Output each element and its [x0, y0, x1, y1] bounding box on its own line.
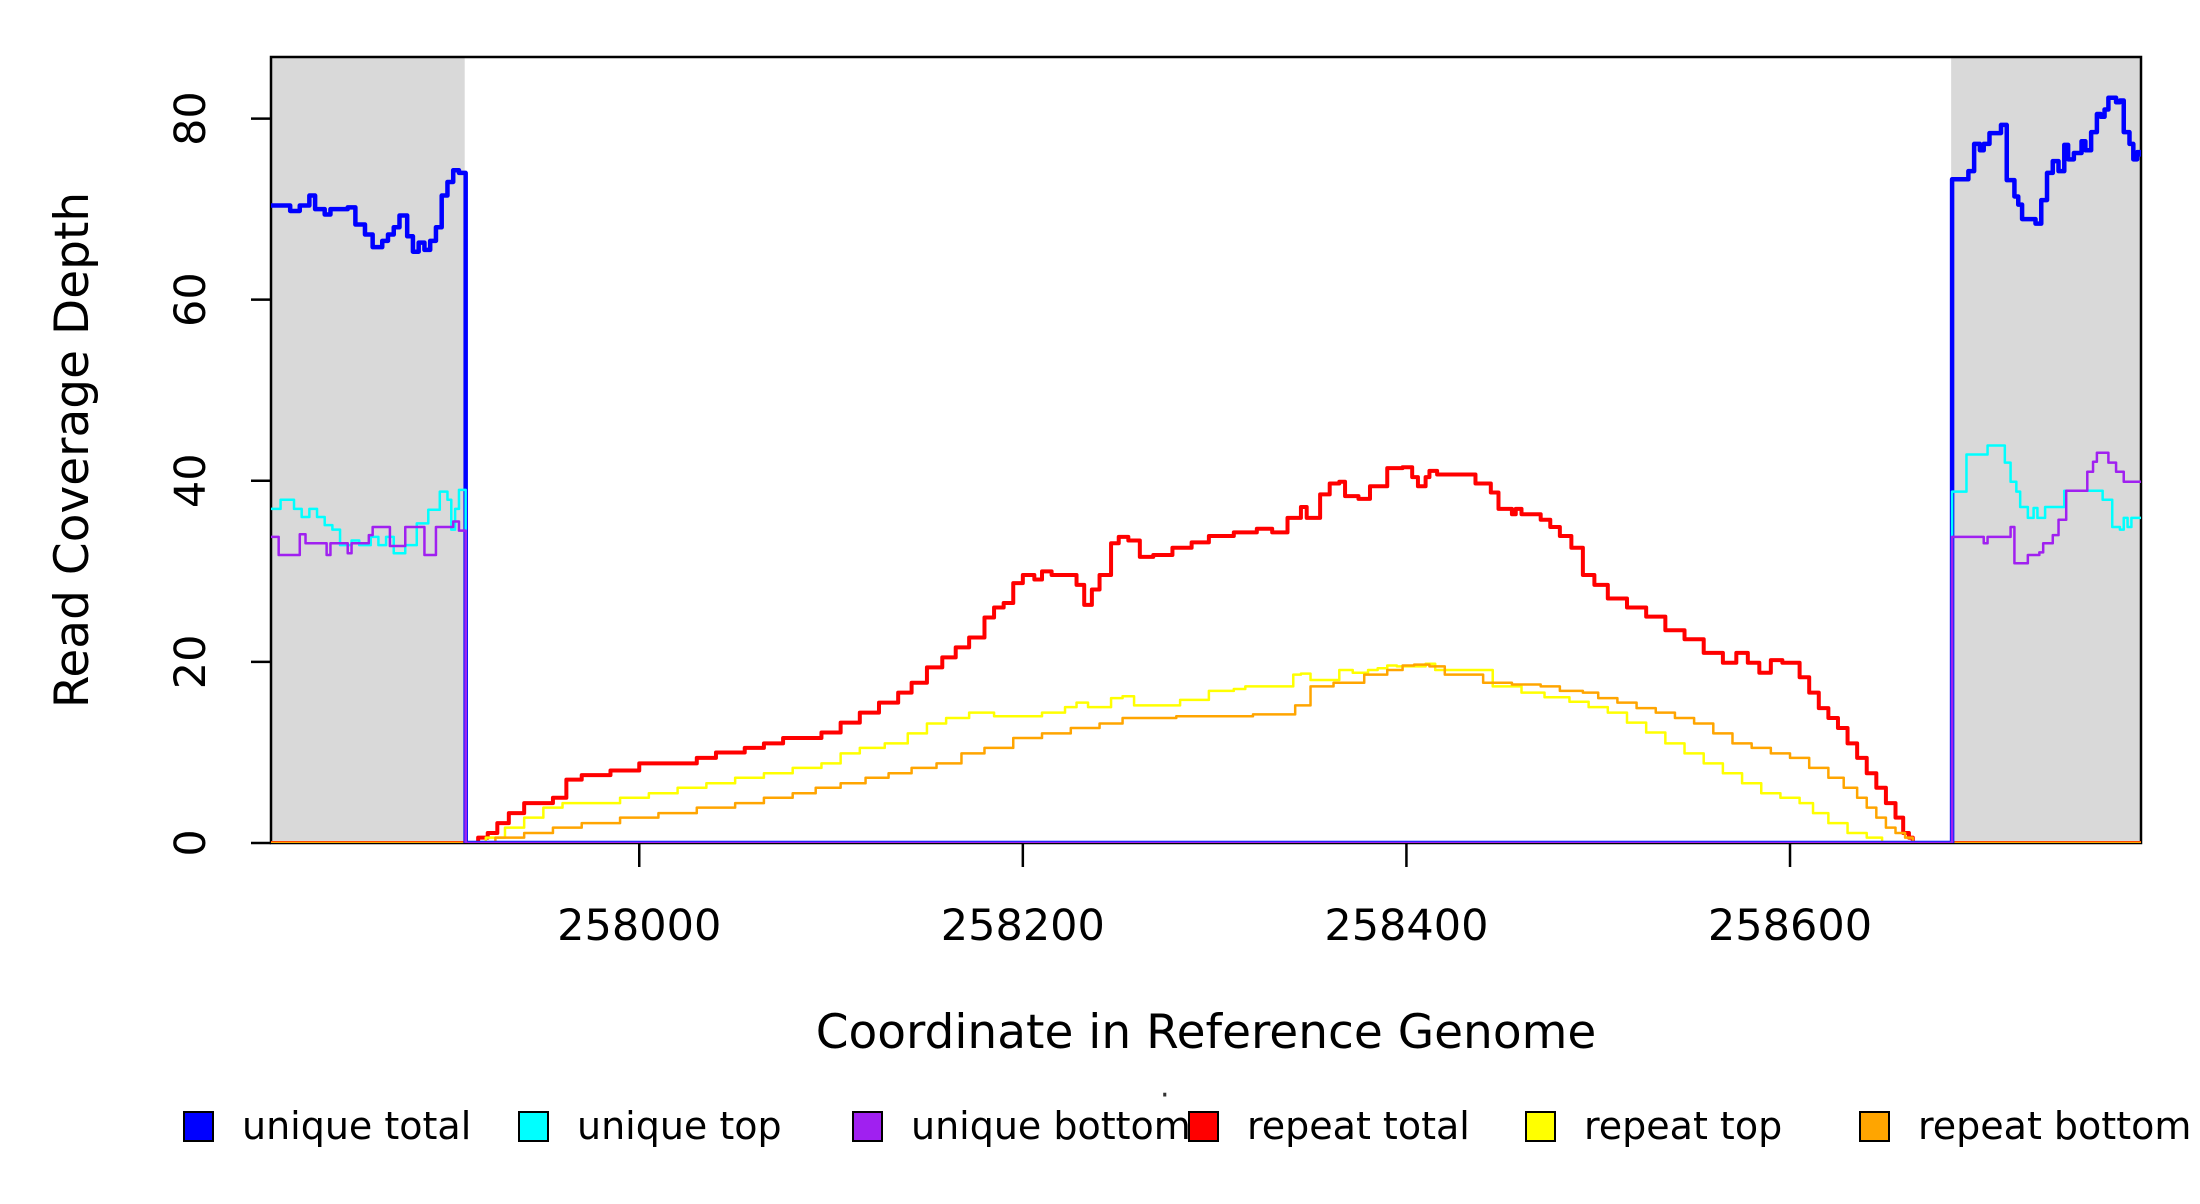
y-tick-label: 0 [166, 829, 216, 856]
legend-label: unique bottom [911, 1104, 1191, 1148]
y-tick-label: 80 [166, 91, 216, 146]
legend-item-unique-top: unique top [518, 1102, 782, 1150]
legend-swatch [852, 1110, 883, 1142]
shaded-region [271, 57, 465, 843]
x-tick-label: 258000 [557, 901, 721, 951]
legend-item-unique-bottom: unique bottom [852, 1102, 1191, 1150]
legend-swatch [1188, 1110, 1219, 1142]
legend-swatch [1859, 1110, 1890, 1142]
legend-swatch [1525, 1110, 1556, 1142]
x-tick-label: 258200 [941, 901, 1105, 951]
legend-item-repeat-total: repeat total [1188, 1102, 1470, 1150]
x-tick-label: 258400 [1324, 901, 1488, 951]
legend-label: repeat bottom [1918, 1104, 2192, 1148]
legend-label: unique total [242, 1104, 472, 1148]
shaded-flank-regions [271, 57, 2141, 843]
series-lines [271, 95, 2141, 843]
y-axis-title: Read Coverage Depth [45, 192, 100, 708]
axes: 258000 258200 258400 258600 0 20 40 60 80 [166, 55, 2143, 951]
x-axis-title: Coordinate in Reference Genome [816, 1005, 1597, 1060]
series-unique_bottom [271, 451, 2141, 843]
plot-frame [269, 55, 2143, 845]
series-unique_total [271, 95, 2141, 843]
legend-swatch [518, 1110, 549, 1142]
x-tick-label: 258600 [1708, 901, 1872, 951]
y-tick-label: 20 [166, 635, 216, 690]
series-repeat_bottom [271, 663, 2141, 843]
series-repeat_total [271, 465, 2141, 843]
y-tick-label: 40 [166, 453, 216, 508]
series-repeat_top [271, 662, 2141, 843]
y-tick-label: 60 [166, 272, 216, 327]
legend-label: repeat total [1247, 1104, 1470, 1148]
stray-dot-artifact: · [1160, 1078, 1170, 1113]
legend-label: unique top [577, 1104, 782, 1148]
legend-item-repeat-bottom: repeat bottom [1859, 1102, 2191, 1150]
legend-item-repeat-top: repeat top [1525, 1102, 1782, 1150]
series-unique_top [271, 444, 2141, 843]
legend-label: repeat top [1584, 1104, 1783, 1148]
legend-item-unique-total: unique total [183, 1102, 471, 1150]
legend-swatch [183, 1110, 214, 1142]
